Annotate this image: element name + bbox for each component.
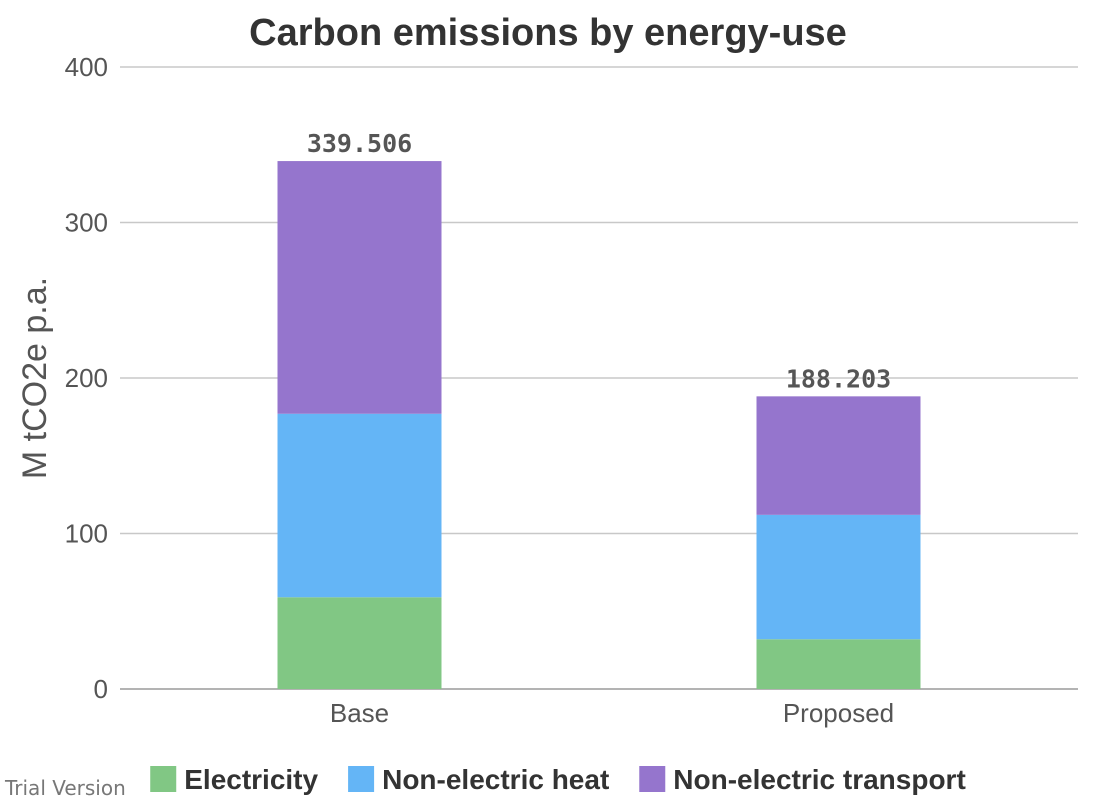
y-tick-label: 300 xyxy=(65,208,108,238)
y-tick-label: 200 xyxy=(65,363,108,393)
legend-item: Non-electric transport xyxy=(639,764,966,795)
legend-swatch xyxy=(348,766,375,792)
legend-item: Non-electric heat xyxy=(348,764,609,795)
bar-segment xyxy=(277,161,442,414)
bar-segment xyxy=(756,639,921,689)
watermark: Trial Version xyxy=(4,776,126,800)
gridlines xyxy=(120,66,1078,690)
bar-segment xyxy=(756,396,921,515)
y-tick-label: 400 xyxy=(65,52,108,82)
bar-segment xyxy=(756,514,921,640)
y-axis-label: M tCO2e p.a. xyxy=(16,277,54,479)
legend-label: Non-electric transport xyxy=(673,764,966,795)
chart-title: Carbon emissions by energy-use xyxy=(249,12,847,54)
x-tick-label: Proposed xyxy=(783,698,894,728)
bar-segment xyxy=(277,597,442,689)
bars xyxy=(277,161,921,689)
legend-swatch xyxy=(150,766,177,792)
y-tick-label: 0 xyxy=(94,674,108,704)
legend-label: Electricity xyxy=(184,764,318,795)
x-tick-label: Base xyxy=(330,698,389,728)
y-axis-ticks: 0 100 200 300 400 xyxy=(65,52,108,704)
total-label: 188.203 xyxy=(786,364,891,393)
legend-swatch xyxy=(639,766,666,792)
y-tick-label: 100 xyxy=(65,519,108,549)
total-labels: 339.506 188.203 xyxy=(307,129,891,393)
total-label: 339.506 xyxy=(307,129,412,158)
legend: Electricity Non-electric heat Non-electric… xyxy=(150,764,966,795)
bar-segment xyxy=(277,413,442,598)
legend-item: Electricity xyxy=(150,764,319,795)
x-axis-ticks: Base Proposed xyxy=(330,698,894,728)
legend-label: Non-electric heat xyxy=(382,764,609,795)
